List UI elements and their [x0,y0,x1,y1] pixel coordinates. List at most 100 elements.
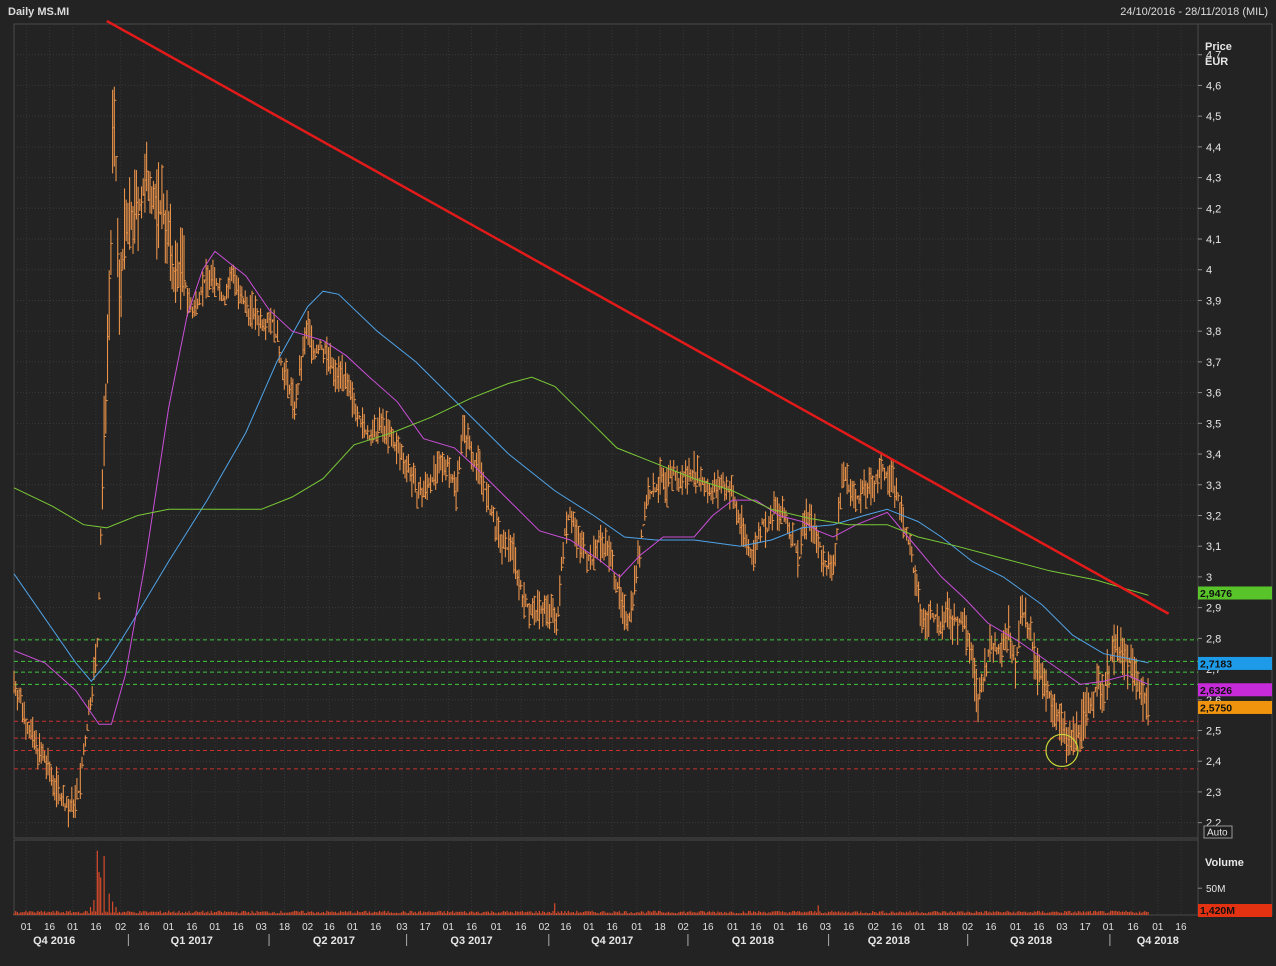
x-tick-label: 02 [115,922,127,933]
x-tick-label: 16 [233,922,245,933]
volume-bars [13,850,1149,915]
date-range: 24/10/2016 - 28/11/2018 (MIL) [1120,6,1268,18]
volume-axis-title: Volume [1205,857,1244,869]
price-tag-label: 2,5750 [1200,702,1232,714]
price-tick-label: 2,3 [1206,787,1221,799]
x-tick-label: 16 [797,922,809,933]
price-tick-label: 4,6 [1206,80,1221,92]
price-tick-label: 4,7 [1206,50,1221,62]
x-tick-label: 16 [607,922,619,933]
x-tick-label: 16 [186,922,198,933]
x-tick-label: 16 [843,922,855,933]
moving-average-line [13,250,1149,725]
price-tick-label: 2,9 [1206,603,1221,615]
price-axis-title: Price [1205,41,1232,53]
x-tick-label: 18 [279,922,291,933]
x-tick-label: 18 [937,922,949,933]
x-tick-label: 16 [370,922,382,933]
price-tag-label: 2,6326 [1200,685,1232,697]
moving-average-line [13,290,1149,683]
price-tick-label: 3,3 [1206,480,1221,492]
price-tick-label: 4,1 [1206,234,1221,246]
volume-tick-label: 50M [1206,884,1225,895]
x-tick-label: 01 [914,922,926,933]
x-tick-label: 01 [21,922,33,933]
x-tick-label: 16 [985,922,997,933]
auto-box [1203,825,1233,839]
price-tick-label: 2,4 [1206,756,1221,768]
x-tick-label: 16 [750,922,762,933]
x-tick-label: 02 [302,922,314,933]
quarter-label: Q4 2018 [1137,935,1179,947]
price-tag [1198,683,1272,697]
price-tick-label: 3,9 [1206,295,1221,307]
price-tick-label: 3,7 [1206,357,1221,369]
chart-title: Daily MS.MI [8,6,70,18]
x-tick-label: 16 [466,922,478,933]
x-tick-label: 16 [1033,922,1045,933]
x-tick-label: 01 [583,922,595,933]
price-tag-label: 2,9476 [1200,588,1232,600]
price-tick-label: 4 [1206,265,1212,277]
x-tick-label: 01 [727,922,739,933]
x-tick-label: 16 [138,922,150,933]
volume-tag [1198,904,1272,917]
x-tick-label: 16 [560,922,572,933]
quarter-label: Q1 2017 [171,935,213,947]
x-tick-label: 01 [443,922,455,933]
volume-tag-label: 1,420M [1200,905,1235,917]
x-tick-label: 01 [1103,922,1115,933]
quarter-label: Q3 2017 [450,935,492,947]
x-tick-label: 01 [347,922,359,933]
moving-average-line [13,376,1149,596]
price-tick-label: 4,2 [1206,203,1221,215]
price-bars [13,86,1151,828]
x-tick-label: 02 [962,922,974,933]
x-tick-label: 01 [1010,922,1022,933]
price-tick-label: 2,5 [1206,725,1221,737]
quarter-label: Q3 2018 [1010,935,1052,947]
price-tick-label: 2,8 [1206,633,1221,645]
x-tick-label: 01 [163,922,175,933]
x-tick-label: 16 [702,922,714,933]
highlight-circle [1045,733,1079,768]
quarter-label: Q2 2017 [313,935,355,947]
price-tick-label: 3,6 [1206,388,1221,400]
x-tick-label: 02 [539,922,551,933]
auto-label: Auto [1207,828,1228,839]
x-tick-label: 16 [1175,922,1187,933]
volume-panel [13,839,1199,916]
x-tick-label: 16 [891,922,903,933]
x-tick-label: 01 [209,922,221,933]
x-tick-label: 01 [631,922,643,933]
x-tick-label: 16 [1128,922,1140,933]
price-tick-label: 3,1 [1206,541,1221,553]
x-tick-label: 18 [655,922,667,933]
price-tick-label: 4,4 [1206,142,1221,154]
price-tag [1198,586,1272,600]
quarter-label: Q4 2017 [591,935,633,947]
x-tick-label: 03 [1056,922,1068,933]
price-tick-label: 3,4 [1206,449,1221,461]
x-tick-label: 03 [820,922,832,933]
x-tick-label: 16 [90,922,102,933]
price-tick-label: 3,5 [1206,418,1221,430]
price-tick-label: 3,8 [1206,326,1221,338]
trend-line [106,19,1170,615]
x-tick-label: 17 [420,922,432,933]
quarter-label: Q2 2018 [868,935,910,947]
x-tick-label: 17 [1080,922,1092,933]
price-tag [1198,656,1272,670]
price-tick-label: 4,3 [1206,173,1221,185]
quarter-label: Q4 2016 [33,935,75,947]
x-tick-label: 01 [491,922,503,933]
x-tick-label: 03 [256,922,268,933]
price-tag-label: 2,7183 [1200,658,1232,670]
x-tick-label: 02 [868,922,880,933]
price-panel [13,23,1199,839]
price-tick-label: 3 [1206,572,1212,584]
x-tick-label: 01 [67,922,79,933]
x-tick-label: 01 [1152,922,1164,933]
axis-panel [1197,23,1273,916]
